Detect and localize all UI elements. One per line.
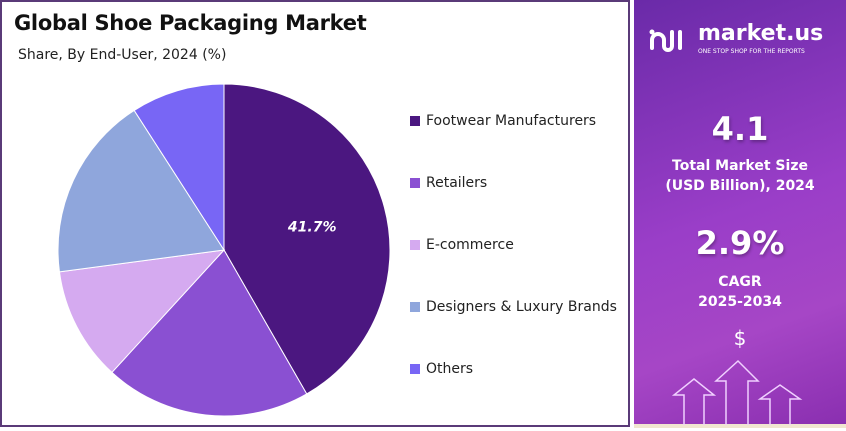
pie-slice-designers-luxury-brands	[57, 109, 225, 273]
brand-logo: market.us ONE STOP SHOP FOR THE REPORTS	[648, 22, 838, 58]
pie-slice-retailers	[111, 249, 308, 417]
pie-slice-e-commerce	[58, 249, 226, 374]
chart-panel: Global Shoe Packaging Market Share, By E…	[0, 0, 630, 427]
legend-item: E-commerce	[410, 236, 514, 254]
chart-subtitle: Share, By End-User, 2024 (%)	[18, 47, 227, 63]
legend-swatch	[410, 364, 420, 374]
legend-item: Footwear Manufacturers	[410, 112, 596, 130]
brand-name: market.us	[698, 21, 824, 46]
growth-arrows-icon	[671, 359, 803, 425]
legend-label: Retailers	[426, 175, 488, 191]
summary-panel: market.us ONE STOP SHOP FOR THE REPORTS …	[634, 0, 846, 428]
legend-label: Others	[426, 361, 474, 377]
pie-slice-others	[133, 83, 225, 252]
cagr-period: 2025-2034	[698, 294, 782, 310]
logo-icon	[649, 29, 682, 52]
legend-swatch	[410, 178, 420, 188]
market-size-value: 4.1	[711, 110, 769, 148]
legend-item: Retailers	[410, 174, 487, 192]
legend-swatch	[410, 116, 420, 126]
legend-label: Footwear Manufacturers	[426, 113, 597, 129]
legend-label: Designers & Luxury Brands	[426, 299, 617, 315]
pie-slice-footwear-manufacturers	[223, 83, 391, 395]
legend-item: Designers & Luxury Brands	[410, 298, 617, 316]
legend-item: Others	[410, 360, 473, 378]
chart-title: Global Shoe Packaging Market	[14, 11, 367, 35]
data-label: 41.7%	[287, 219, 337, 235]
cagr-label: CAGR	[718, 274, 762, 290]
legend-label: E-commerce	[426, 237, 514, 253]
cagr-value: 2.9%	[695, 224, 785, 262]
market-size-label-2: (USD Billion), 2024	[665, 178, 815, 194]
dollar-icon: $	[733, 326, 747, 350]
legend-swatch	[410, 302, 420, 312]
pie-chart: 41.7%	[57, 83, 391, 417]
legend-swatch	[410, 240, 420, 250]
brand-tagline: ONE STOP SHOP FOR THE REPORTS	[698, 48, 805, 55]
market-size-label-1: Total Market Size	[672, 158, 808, 174]
